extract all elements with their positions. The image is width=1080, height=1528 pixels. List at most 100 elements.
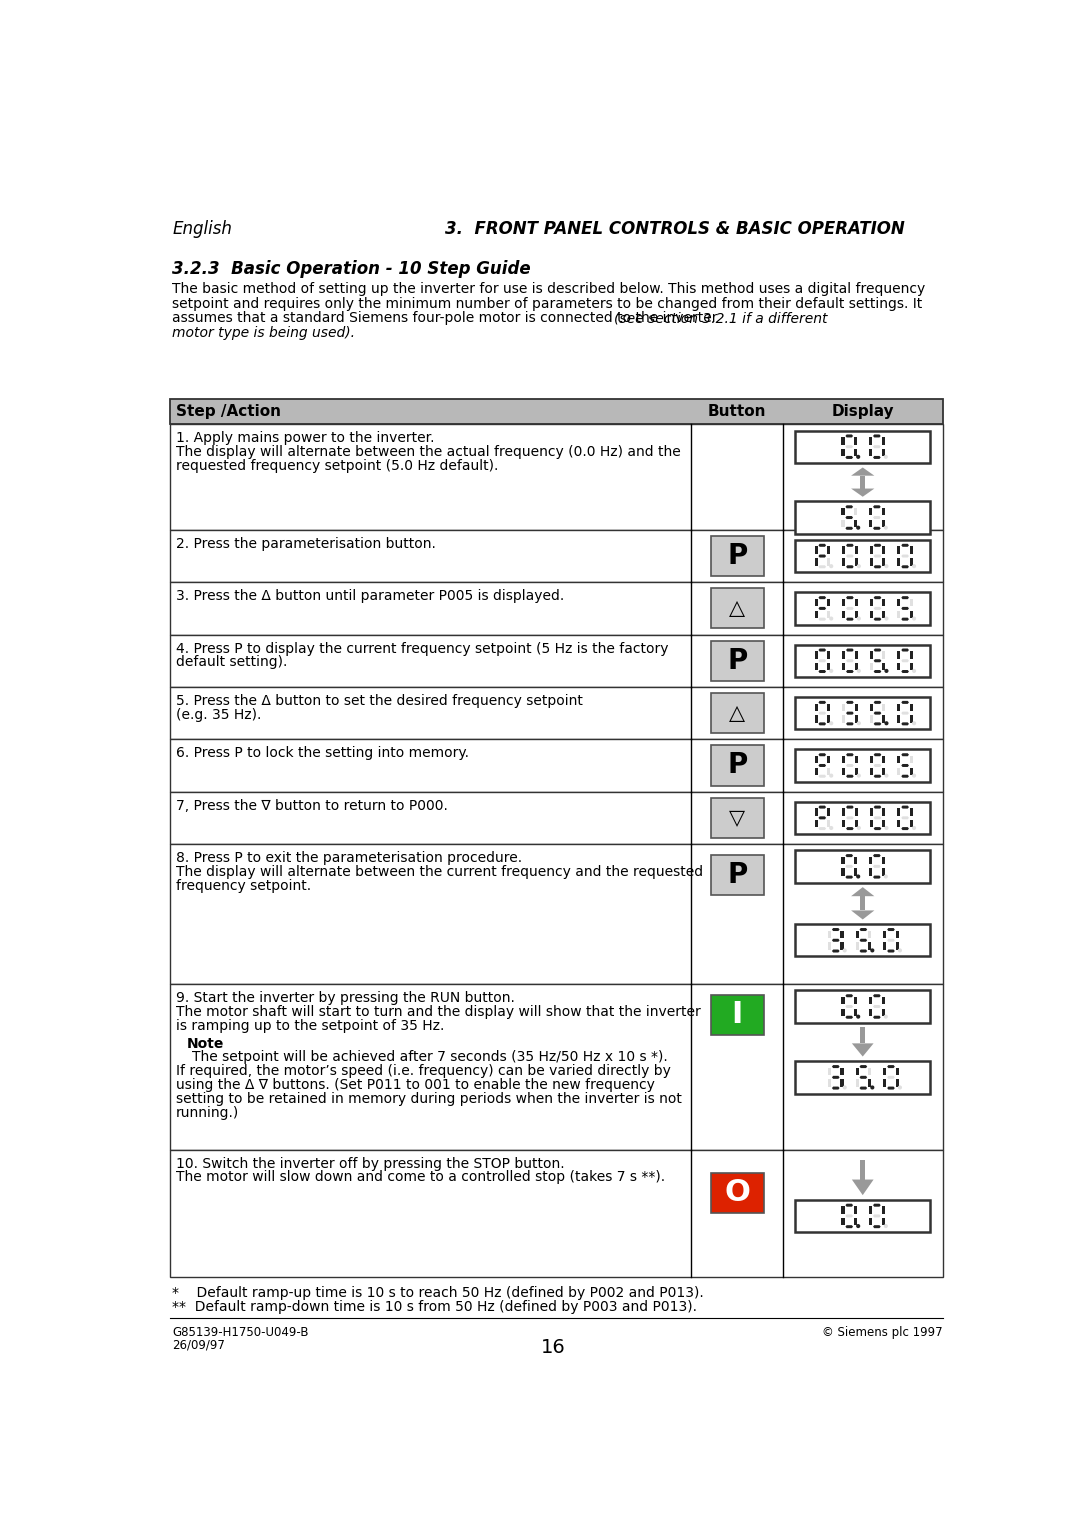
Polygon shape xyxy=(846,1215,853,1218)
Polygon shape xyxy=(881,1207,885,1213)
Text: is ramping up to the setpoint of 35 Hz.: is ramping up to the setpoint of 35 Hz. xyxy=(176,1019,445,1033)
Polygon shape xyxy=(854,520,858,527)
Polygon shape xyxy=(897,599,901,607)
Polygon shape xyxy=(832,1086,839,1089)
Bar xyxy=(795,924,930,957)
Circle shape xyxy=(913,565,916,567)
Circle shape xyxy=(886,827,888,830)
Text: Button: Button xyxy=(707,403,767,419)
Polygon shape xyxy=(902,753,909,756)
Text: (see section 3.2.1 if a different: (see section 3.2.1 if a different xyxy=(613,312,827,325)
Text: P: P xyxy=(727,646,747,675)
Polygon shape xyxy=(909,756,913,764)
Polygon shape xyxy=(897,558,901,565)
Polygon shape xyxy=(881,857,885,865)
Text: P: P xyxy=(727,752,747,779)
Polygon shape xyxy=(851,888,875,897)
Polygon shape xyxy=(842,558,846,565)
Polygon shape xyxy=(842,547,846,555)
Polygon shape xyxy=(846,1204,853,1207)
Polygon shape xyxy=(873,1005,880,1008)
Text: 10. Switch the inverter off by pressing the STOP button.: 10. Switch the inverter off by pressing … xyxy=(176,1157,565,1170)
Circle shape xyxy=(829,669,833,672)
Text: 8. Press P to exit the parameterisation procedure.: 8. Press P to exit the parameterisation … xyxy=(176,851,523,865)
Polygon shape xyxy=(869,1207,873,1213)
Polygon shape xyxy=(869,808,873,816)
Polygon shape xyxy=(846,555,853,558)
Polygon shape xyxy=(873,1215,880,1218)
Polygon shape xyxy=(846,434,853,437)
Polygon shape xyxy=(846,455,853,458)
Polygon shape xyxy=(814,599,818,607)
Circle shape xyxy=(856,1015,860,1018)
Polygon shape xyxy=(874,712,881,715)
Text: 6. Press P to lock the setting into memory.: 6. Press P to lock the setting into memo… xyxy=(176,746,469,761)
Polygon shape xyxy=(873,1225,880,1229)
Polygon shape xyxy=(842,651,846,659)
Polygon shape xyxy=(869,449,873,457)
Polygon shape xyxy=(827,715,831,723)
Polygon shape xyxy=(874,775,881,778)
Polygon shape xyxy=(819,775,826,778)
Polygon shape xyxy=(832,949,839,952)
Bar xyxy=(711,536,764,576)
Polygon shape xyxy=(869,1218,873,1225)
Circle shape xyxy=(899,949,902,952)
Polygon shape xyxy=(873,1204,880,1207)
Polygon shape xyxy=(868,943,872,950)
Circle shape xyxy=(899,1086,902,1089)
Polygon shape xyxy=(881,507,885,515)
Text: setpoint and requires only the minimum number of parameters to be changed from t: setpoint and requires only the minimum n… xyxy=(172,296,922,310)
Polygon shape xyxy=(869,756,873,764)
Polygon shape xyxy=(881,1008,885,1016)
Circle shape xyxy=(886,617,888,620)
Polygon shape xyxy=(819,648,826,651)
Polygon shape xyxy=(846,565,853,568)
Circle shape xyxy=(858,669,860,672)
Polygon shape xyxy=(869,821,873,827)
Polygon shape xyxy=(854,767,858,775)
Polygon shape xyxy=(869,703,873,711)
Text: setting to be retained in memory during periods when the inverter is not: setting to be retained in memory during … xyxy=(176,1093,681,1106)
Polygon shape xyxy=(869,857,873,865)
Text: 26/09/97: 26/09/97 xyxy=(172,1339,225,1351)
Polygon shape xyxy=(846,775,853,778)
Polygon shape xyxy=(902,701,909,704)
Polygon shape xyxy=(902,805,909,808)
Polygon shape xyxy=(873,516,880,520)
Bar xyxy=(795,802,930,834)
Polygon shape xyxy=(854,857,858,865)
Polygon shape xyxy=(874,827,881,830)
Text: The motor will slow down and come to a controlled stop (takes 7 s **).: The motor will slow down and come to a c… xyxy=(176,1170,665,1184)
Bar xyxy=(711,746,764,785)
Polygon shape xyxy=(854,663,858,671)
Polygon shape xyxy=(842,599,846,607)
Polygon shape xyxy=(819,827,826,830)
Text: The display will alternate between the actual frequency (0.0 Hz) and the: The display will alternate between the a… xyxy=(176,445,680,458)
Circle shape xyxy=(829,565,833,567)
Polygon shape xyxy=(873,876,880,879)
Bar xyxy=(795,645,930,677)
Polygon shape xyxy=(860,1076,867,1079)
Bar xyxy=(860,1027,865,1044)
Polygon shape xyxy=(854,715,858,723)
Circle shape xyxy=(843,949,846,952)
Polygon shape xyxy=(909,703,913,711)
Bar xyxy=(170,425,943,530)
Polygon shape xyxy=(827,756,831,764)
Bar xyxy=(711,640,764,681)
Polygon shape xyxy=(846,1005,853,1008)
Polygon shape xyxy=(854,703,858,711)
Polygon shape xyxy=(902,723,909,726)
Polygon shape xyxy=(874,669,881,672)
Text: P: P xyxy=(727,542,747,570)
Polygon shape xyxy=(897,651,901,659)
Polygon shape xyxy=(902,712,909,715)
Polygon shape xyxy=(902,816,909,819)
Polygon shape xyxy=(827,808,831,816)
Polygon shape xyxy=(897,715,901,723)
Polygon shape xyxy=(881,520,885,527)
Text: English: English xyxy=(172,220,232,238)
Polygon shape xyxy=(854,1008,858,1016)
Polygon shape xyxy=(854,558,858,565)
